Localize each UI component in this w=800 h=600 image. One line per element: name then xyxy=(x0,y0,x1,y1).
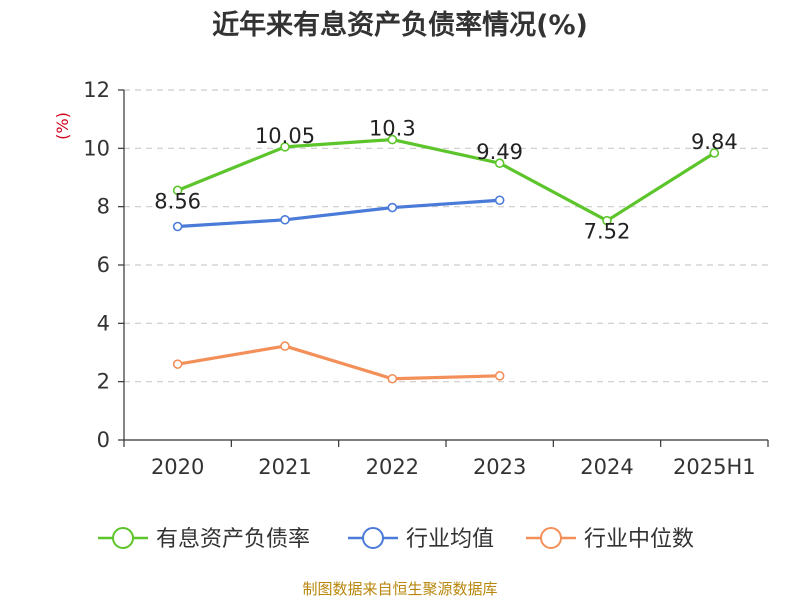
data-label: 9.84 xyxy=(691,130,738,154)
y-tick-label: 0 xyxy=(97,428,110,452)
legend-marker xyxy=(112,527,134,549)
data-point xyxy=(172,359,183,369)
chart-title: 近年来有息资产负债率情况(%) xyxy=(212,9,588,41)
y-axis-unit-label: (%) xyxy=(53,112,72,140)
x-tick-label: 2023 xyxy=(473,455,526,479)
y-tick-label: 4 xyxy=(97,311,110,335)
series-line-1 xyxy=(177,198,500,229)
series-line-0 xyxy=(177,137,716,223)
data-point xyxy=(280,214,290,225)
data-point xyxy=(172,221,183,232)
data-label: 10.3 xyxy=(369,117,416,141)
legend-marker xyxy=(362,527,384,549)
data-point xyxy=(494,158,505,169)
source-note: 制图数据来自恒生聚源数据库 xyxy=(302,580,497,598)
x-axis-ticks: 2020 2021 2022 2023 2024 2025H1 xyxy=(123,440,769,479)
data-point xyxy=(494,195,505,206)
legend-item-0[interactable]: 有息资产负债率 xyxy=(98,527,310,552)
y-tick-label: 8 xyxy=(97,195,110,219)
x-tick-label: 2024 xyxy=(580,455,633,479)
data-point xyxy=(494,371,505,381)
data-label: 7.52 xyxy=(584,220,631,244)
data-point xyxy=(602,215,612,226)
legend-item-2[interactable]: 行业中位数 xyxy=(526,527,694,552)
y-tick-label: 2 xyxy=(97,370,110,394)
y-tick-label: 10 xyxy=(83,136,110,160)
legend-item-1[interactable]: 行业均值 xyxy=(348,527,494,552)
x-tick-label: 2025H1 xyxy=(673,455,756,479)
legend-marker xyxy=(540,527,562,549)
data-point xyxy=(172,185,183,196)
x-tick-label: 2021 xyxy=(258,455,311,479)
x-tick-label: 2020 xyxy=(151,455,204,479)
data-point xyxy=(387,373,398,384)
data-labels: 8.56 10.05 10.3 9.49 7.52 9.84 xyxy=(154,117,737,244)
x-tick-label: 2022 xyxy=(366,455,419,479)
data-point xyxy=(709,148,720,158)
legend-label: 行业均值 xyxy=(406,527,494,552)
legend-label: 行业中位数 xyxy=(584,527,694,552)
data-point xyxy=(387,134,398,145)
data-label: 9.49 xyxy=(476,140,523,164)
y-tick-label: 12 xyxy=(83,78,110,102)
y-axis-ticks: 0 2 4 6 8 10 12 xyxy=(83,78,124,452)
series-line-2 xyxy=(177,344,500,381)
data-label: 10.05 xyxy=(255,124,315,148)
data-point xyxy=(280,142,290,152)
y-tick-label: 6 xyxy=(97,253,110,277)
data-point xyxy=(387,202,398,213)
legend[interactable]: 有息资产负债率 行业均值 行业中位数 xyxy=(98,527,694,552)
data-point xyxy=(280,341,290,351)
grid-lines xyxy=(124,89,768,383)
legend-label: 有息资产负债率 xyxy=(156,527,310,552)
series-layer xyxy=(172,134,720,384)
data-label: 8.56 xyxy=(154,189,201,213)
